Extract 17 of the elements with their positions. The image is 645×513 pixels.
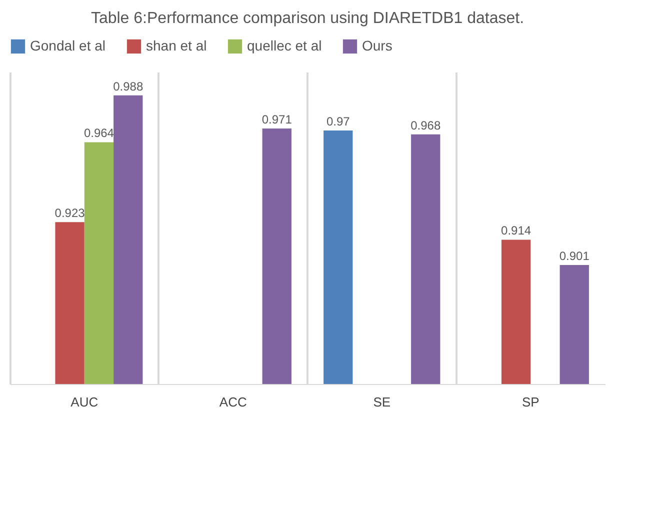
data-label: 0.914 [501,224,532,238]
data-label: 0.971 [262,112,292,127]
x-tick-label: AUC [70,394,98,410]
data-label: 0.901 [559,249,590,264]
x-tick-label: SP [522,394,540,410]
x-tick-label: SE [373,394,391,410]
legend-label: shan et al [146,37,207,54]
legend-label: quellec et al [247,37,322,54]
x-tick-label: ACC [219,394,247,410]
chart-title: Table 6:Performance comparison using DIARETDB1 dataset. [90,10,524,27]
data-label: 0.968 [410,118,441,132]
data-label: 0.97 [326,114,350,128]
data-label: 0.923 [54,206,86,220]
data-label: 0.988 [113,79,144,94]
legend-label: Gondal et al [30,37,106,54]
legend-label: Ours [362,37,392,54]
data-label: 0.964 [84,126,114,140]
